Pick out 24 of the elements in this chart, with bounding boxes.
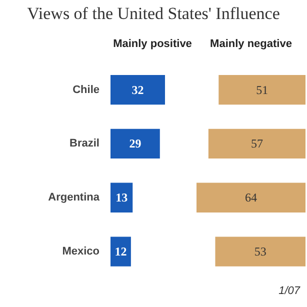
bar <box>110 74 165 105</box>
data-label: 51 <box>256 82 268 97</box>
bar <box>215 236 306 266</box>
bar <box>110 128 160 159</box>
text: Mainly positive <box>113 38 192 50</box>
data-label: 64 <box>245 190 257 205</box>
chart-title: Views of the United States' Influence <box>27 3 280 25</box>
y-tick-label: Mexico <box>62 246 100 258</box>
bar <box>110 182 133 212</box>
y-tick-label: Chile <box>72 84 100 96</box>
data-label: 57 <box>250 136 263 151</box>
y-tick-label: Brazil <box>70 138 100 150</box>
bar <box>218 74 306 105</box>
bar <box>196 182 306 212</box>
text: Mainly negative <box>210 38 292 50</box>
data-label: 32 <box>132 82 144 97</box>
y-tick-label: Argentina <box>48 192 100 204</box>
data-label: 53 <box>254 244 266 259</box>
bar <box>208 128 306 159</box>
data-label: 13 <box>116 190 128 205</box>
bar <box>110 236 131 266</box>
data-label: 12 <box>114 244 127 259</box>
text: 1/07 <box>278 284 300 299</box>
data-label: 29 <box>129 136 142 151</box>
